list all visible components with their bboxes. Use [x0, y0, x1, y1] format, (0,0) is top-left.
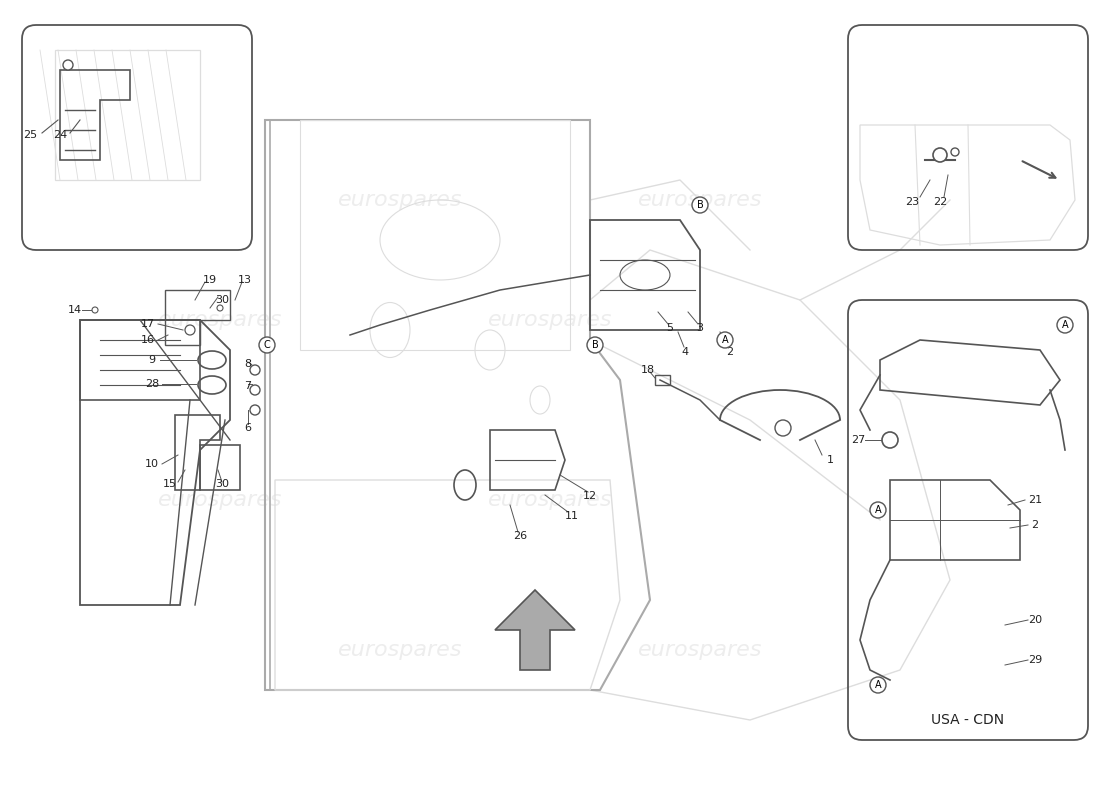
- Text: eurospares: eurospares: [157, 310, 283, 330]
- Circle shape: [692, 197, 708, 213]
- Circle shape: [185, 325, 195, 335]
- Text: USA - CDN: USA - CDN: [932, 713, 1004, 727]
- Text: eurospares: eurospares: [157, 490, 283, 510]
- Circle shape: [217, 305, 223, 311]
- Circle shape: [1057, 317, 1072, 333]
- Circle shape: [250, 385, 260, 395]
- Text: 26: 26: [513, 531, 527, 541]
- Text: 23: 23: [905, 197, 920, 207]
- Text: 27: 27: [851, 435, 865, 445]
- Circle shape: [250, 365, 260, 375]
- Text: 17: 17: [141, 319, 155, 329]
- Text: 10: 10: [145, 459, 160, 469]
- Text: 28: 28: [145, 379, 160, 389]
- Text: 25: 25: [23, 130, 37, 140]
- Circle shape: [776, 420, 791, 436]
- Text: 29: 29: [1027, 655, 1042, 665]
- Circle shape: [92, 307, 98, 313]
- Text: B: B: [592, 340, 598, 350]
- Text: 12: 12: [583, 491, 597, 501]
- Text: 15: 15: [163, 479, 177, 489]
- Text: 5: 5: [667, 323, 673, 333]
- Text: eurospares: eurospares: [638, 190, 762, 210]
- Text: 3: 3: [696, 323, 704, 333]
- Text: 14: 14: [68, 305, 82, 315]
- Circle shape: [258, 337, 275, 353]
- Text: 19: 19: [202, 275, 217, 285]
- Text: A: A: [1062, 320, 1068, 330]
- Text: C: C: [264, 340, 271, 350]
- Text: 30: 30: [214, 479, 229, 489]
- Text: 4: 4: [681, 347, 689, 357]
- Circle shape: [717, 332, 733, 348]
- Text: 21: 21: [1027, 495, 1042, 505]
- Circle shape: [882, 432, 898, 448]
- Bar: [654, 375, 670, 385]
- Text: 11: 11: [565, 511, 579, 521]
- Text: A: A: [874, 680, 881, 690]
- Text: 8: 8: [244, 359, 252, 369]
- Text: A: A: [874, 505, 881, 515]
- Text: 20: 20: [1027, 615, 1042, 625]
- Text: 16: 16: [141, 335, 155, 345]
- Text: 30: 30: [214, 295, 229, 305]
- Text: 6: 6: [244, 423, 252, 433]
- Text: 9: 9: [148, 355, 155, 365]
- Text: eurospares: eurospares: [338, 190, 462, 210]
- Text: eurospares: eurospares: [338, 640, 462, 660]
- Text: 2: 2: [1032, 520, 1038, 530]
- Circle shape: [870, 502, 886, 518]
- Text: 24: 24: [53, 130, 67, 140]
- Text: 1: 1: [826, 455, 834, 465]
- Text: A: A: [722, 335, 728, 345]
- Text: B: B: [696, 200, 703, 210]
- Circle shape: [250, 405, 260, 415]
- Text: 2: 2: [726, 347, 734, 357]
- Text: eurospares: eurospares: [487, 490, 613, 510]
- Circle shape: [933, 148, 947, 162]
- Text: 13: 13: [238, 275, 252, 285]
- Text: 18: 18: [641, 365, 656, 375]
- Circle shape: [587, 337, 603, 353]
- Text: eurospares: eurospares: [487, 310, 613, 330]
- Bar: [80, 320, 200, 400]
- Text: 22: 22: [933, 197, 947, 207]
- Text: eurospares: eurospares: [638, 640, 762, 660]
- Polygon shape: [495, 590, 575, 670]
- Circle shape: [952, 148, 959, 156]
- Circle shape: [870, 677, 886, 693]
- Text: 7: 7: [244, 381, 252, 391]
- Circle shape: [63, 60, 73, 70]
